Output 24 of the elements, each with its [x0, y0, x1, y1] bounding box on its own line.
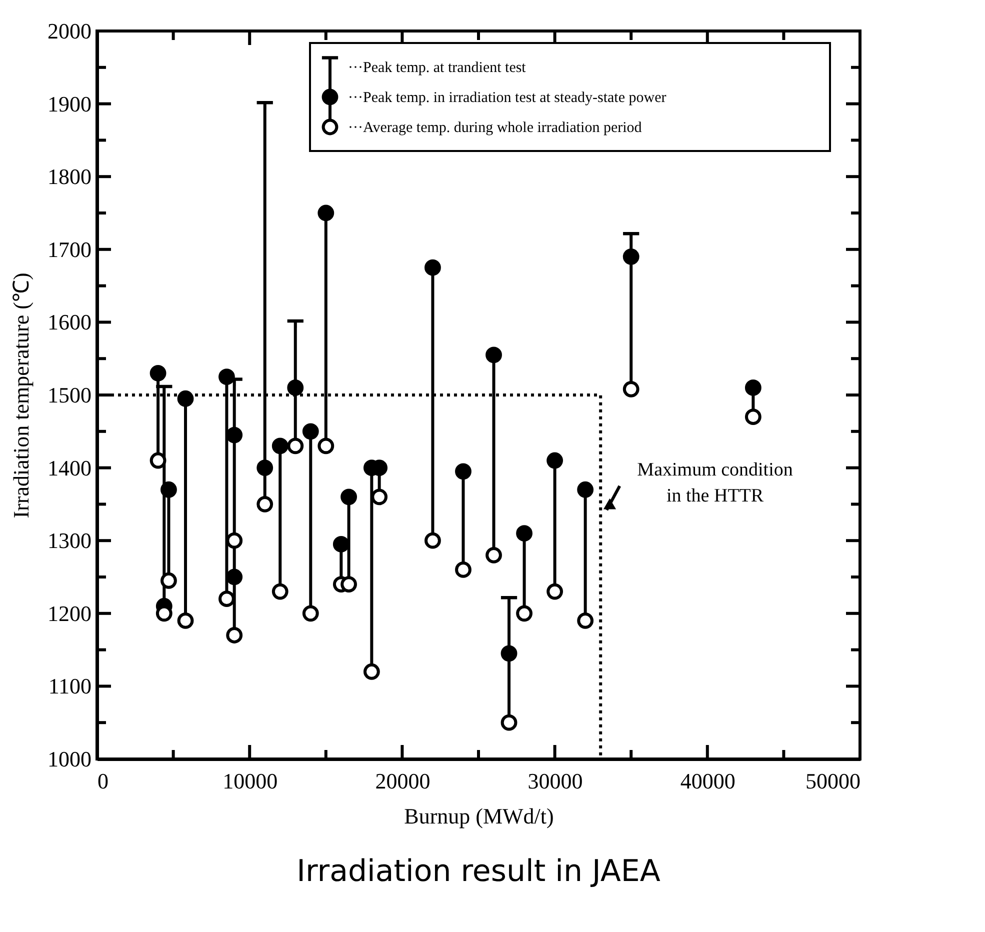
x-axis-title: Burnup (MWd/t) [404, 804, 554, 828]
y-tick-label: 1700 [48, 236, 92, 262]
legend-label: ···Peak temp. at trandient test [348, 60, 527, 76]
y-tick-label: 1200 [48, 600, 92, 626]
x-tick-label: 40000 [680, 768, 736, 794]
y-tick-label: 2000 [48, 18, 92, 44]
text: Irradiation result in JAEA [296, 854, 661, 889]
y-tick-label: 1600 [48, 310, 92, 335]
y-tick-label: 1400 [48, 455, 92, 480]
legend-label: ···Average temp. during whole irradiation period [348, 120, 642, 136]
y-axis-title: Irradiation temperature (℃) [8, 272, 34, 518]
y-tick-label: 1500 [48, 382, 92, 408]
x-tick-label: 0 [98, 768, 108, 794]
legend-label: ···Peak temp. in irradiation test at steady-state power [348, 90, 666, 106]
y-tick-label: 1800 [48, 164, 92, 190]
annotation: Maximum condition in the HTTR [637, 460, 794, 507]
y-tick-label: 1100 [48, 674, 92, 699]
x-tick-label: 20000 [375, 768, 430, 794]
y-tick-label: 1300 [48, 528, 92, 554]
x-tick-label: 30000 [528, 768, 583, 794]
x-tick-label: 10000 [222, 768, 278, 794]
x-tick-label: 50000 [806, 768, 860, 794]
y-tick-label: 1900 [48, 91, 92, 116]
y-tick-label: 1000 [48, 746, 92, 772]
